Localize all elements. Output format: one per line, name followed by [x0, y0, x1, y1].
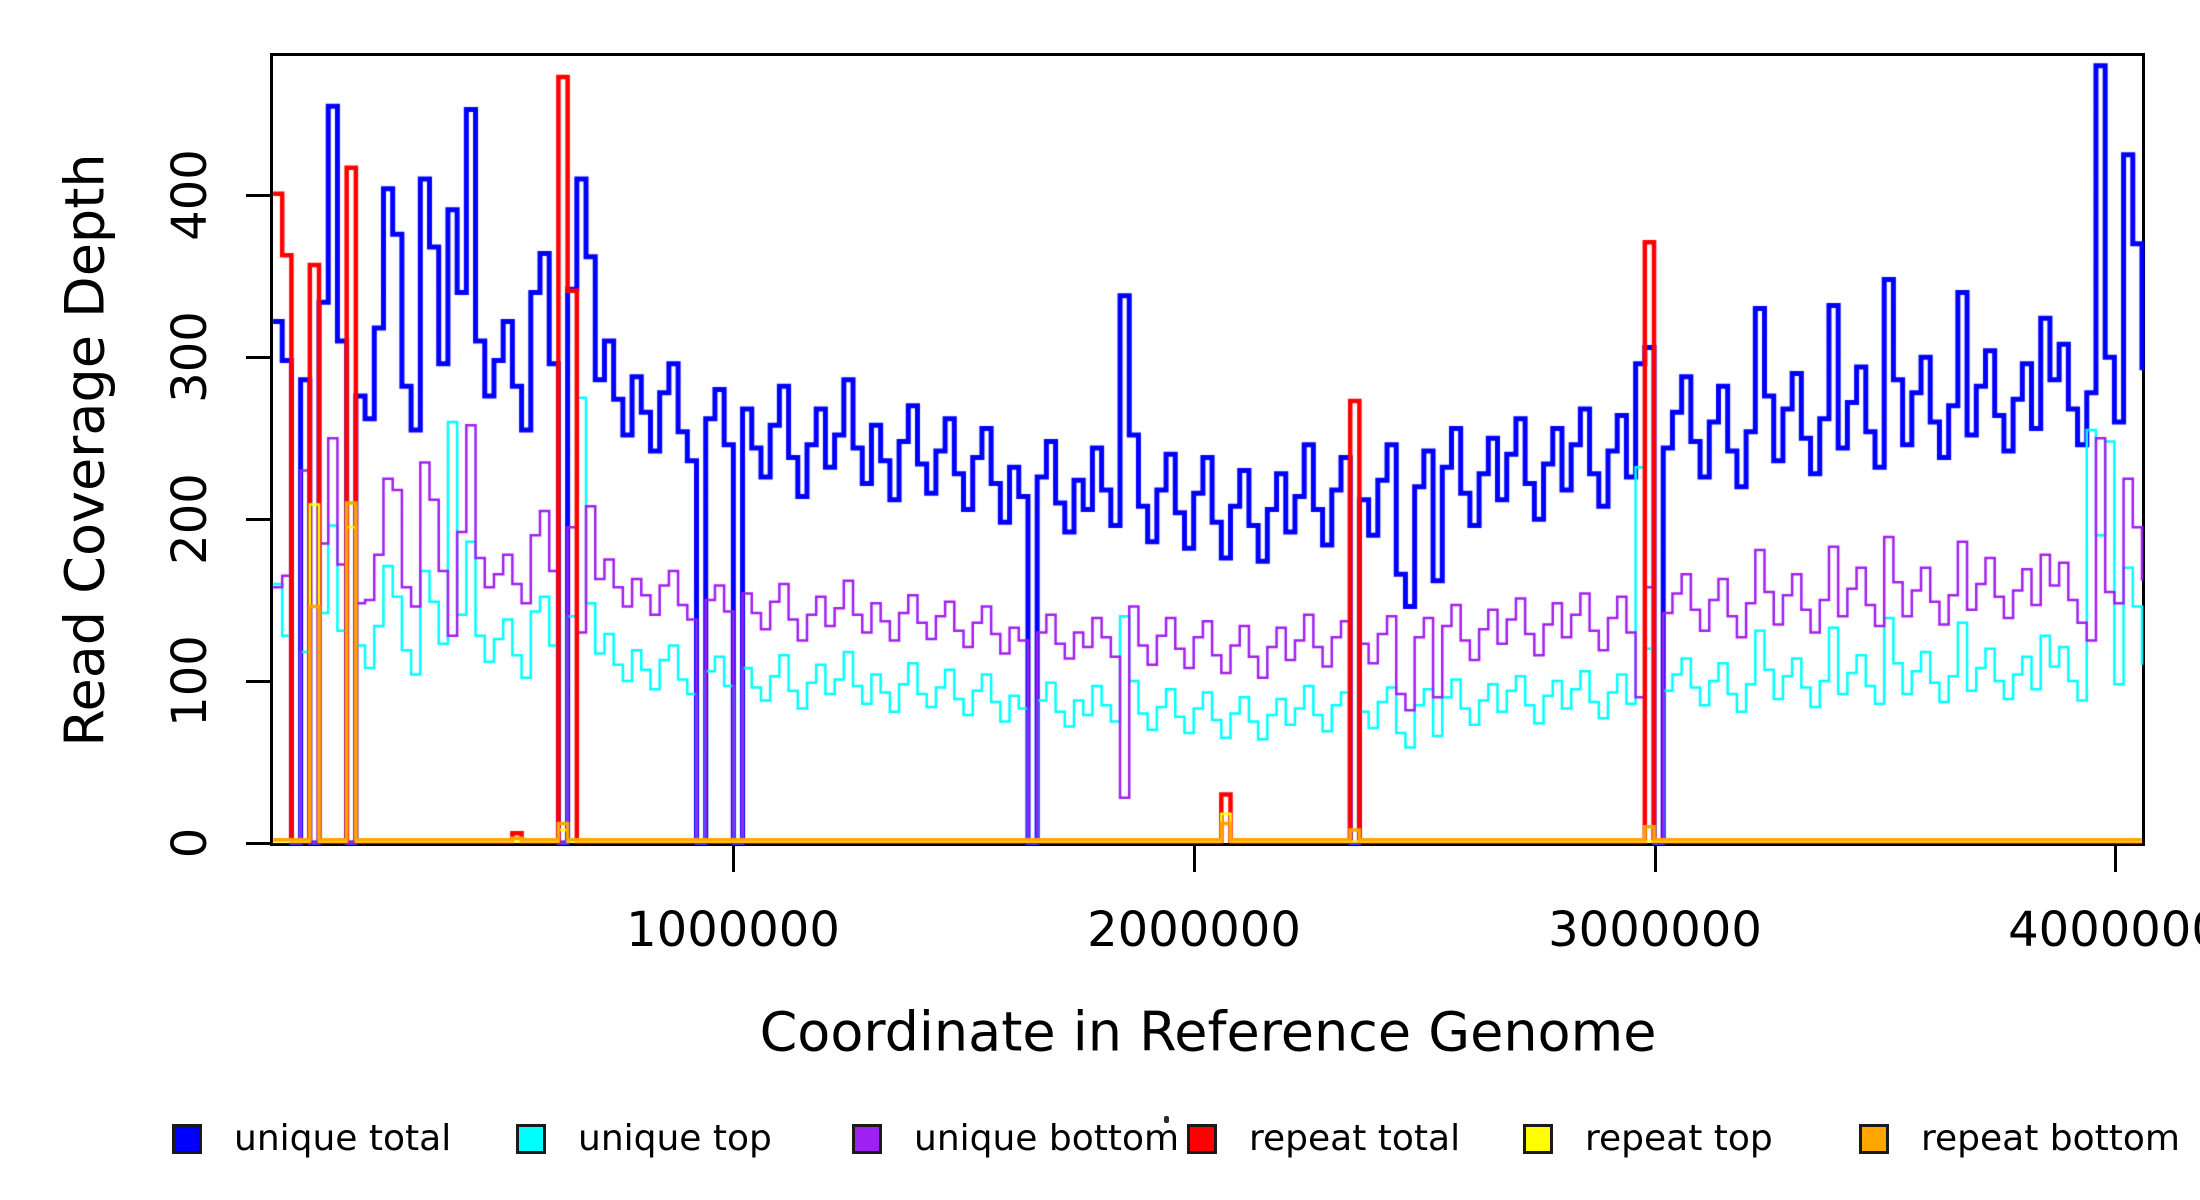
legend-item-repeat-total: repeat total [1187, 1118, 1460, 1159]
legend-swatch [1859, 1123, 1889, 1154]
legend-label: unique total [234, 1118, 452, 1159]
legend-item-unique-bottom: unique bottom [852, 1118, 1179, 1159]
legend-swatch [852, 1123, 882, 1154]
legend-item-unique-top: unique top [516, 1118, 772, 1159]
legend-label: unique top [578, 1118, 772, 1159]
legend-swatch [516, 1123, 546, 1154]
legend-swatch [1187, 1123, 1217, 1154]
stray-dot [1164, 1116, 1169, 1123]
legend-label: repeat top [1585, 1118, 1773, 1159]
legend-swatch [1523, 1123, 1553, 1154]
legend-label: repeat bottom [1921, 1118, 2180, 1159]
legend-item-repeat-bottom: repeat bottom [1859, 1118, 2180, 1159]
legend-label: repeat total [1249, 1118, 1461, 1159]
legend-item-repeat-top: repeat top [1523, 1118, 1773, 1159]
legend-item-unique-total: unique total [172, 1118, 451, 1159]
legend-swatch [172, 1123, 202, 1154]
legend-label: unique bottom [914, 1118, 1180, 1159]
